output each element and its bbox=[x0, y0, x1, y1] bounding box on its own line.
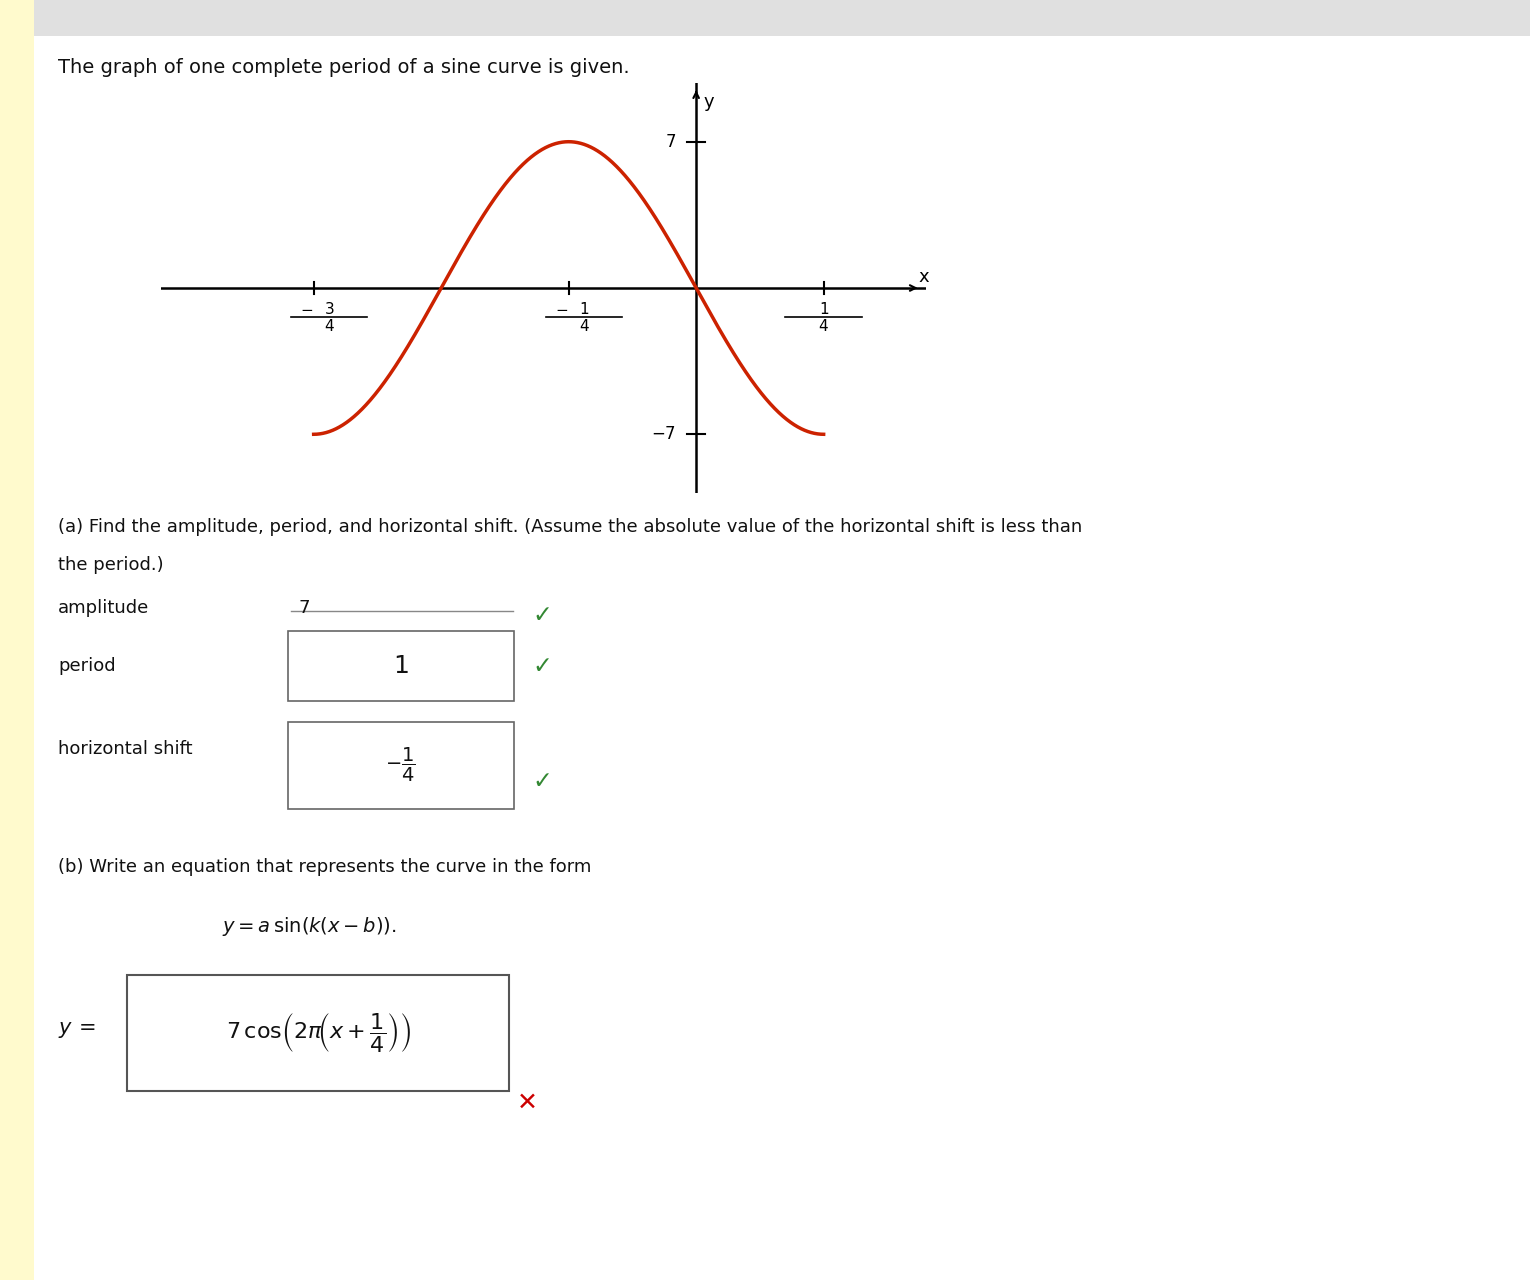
Text: $\mathregular{1}$: $\mathregular{1}$ bbox=[578, 301, 589, 316]
Text: ✓: ✓ bbox=[532, 654, 552, 677]
Text: 7: 7 bbox=[298, 599, 311, 617]
Text: 1: 1 bbox=[393, 654, 409, 677]
Text: ✓: ✓ bbox=[532, 603, 552, 627]
Text: $7\,\cos\!\left(2\pi\!\left(x + \dfrac{1}{4}\right)\right)$: $7\,\cos\!\left(2\pi\!\left(x + \dfrac{1… bbox=[225, 1011, 412, 1055]
Text: (a) Find the amplitude, period, and horizontal shift. (Assume the absolute value: (a) Find the amplitude, period, and hori… bbox=[58, 518, 1082, 536]
Text: $\mathregular{3}$: $\mathregular{3}$ bbox=[324, 301, 334, 316]
Text: 7: 7 bbox=[666, 133, 676, 151]
Text: amplitude: amplitude bbox=[58, 599, 150, 617]
Text: $-7$: $-7$ bbox=[650, 425, 676, 443]
Text: (b) Write an equation that represents the curve in the form: (b) Write an equation that represents th… bbox=[58, 858, 592, 876]
Text: horizontal shift: horizontal shift bbox=[58, 740, 193, 758]
Text: $-$: $-$ bbox=[555, 301, 569, 316]
Text: period: period bbox=[58, 657, 116, 675]
Text: $-$: $-$ bbox=[300, 301, 314, 316]
Text: $\mathregular{1}$: $\mathregular{1}$ bbox=[819, 301, 829, 316]
Text: x: x bbox=[918, 268, 929, 285]
Text: The graph of one complete period of a sine curve is given.: The graph of one complete period of a si… bbox=[58, 58, 630, 77]
Text: ✓: ✓ bbox=[532, 769, 552, 792]
Text: $\mathregular{4}$: $\mathregular{4}$ bbox=[578, 319, 589, 334]
Text: ✕: ✕ bbox=[517, 1091, 539, 1115]
Text: $y = a\,\mathrm{sin}(k(x - b)).$: $y = a\,\mathrm{sin}(k(x - b)).$ bbox=[222, 915, 396, 938]
Text: $-\dfrac{1}{4}$: $-\dfrac{1}{4}$ bbox=[386, 746, 416, 785]
Text: $\mathregular{4}$: $\mathregular{4}$ bbox=[323, 319, 335, 334]
Text: $y\, =$: $y\, =$ bbox=[58, 1020, 96, 1041]
Text: $\mathregular{4}$: $\mathregular{4}$ bbox=[819, 319, 829, 334]
Text: y: y bbox=[704, 92, 715, 110]
Text: the period.): the period.) bbox=[58, 556, 164, 573]
